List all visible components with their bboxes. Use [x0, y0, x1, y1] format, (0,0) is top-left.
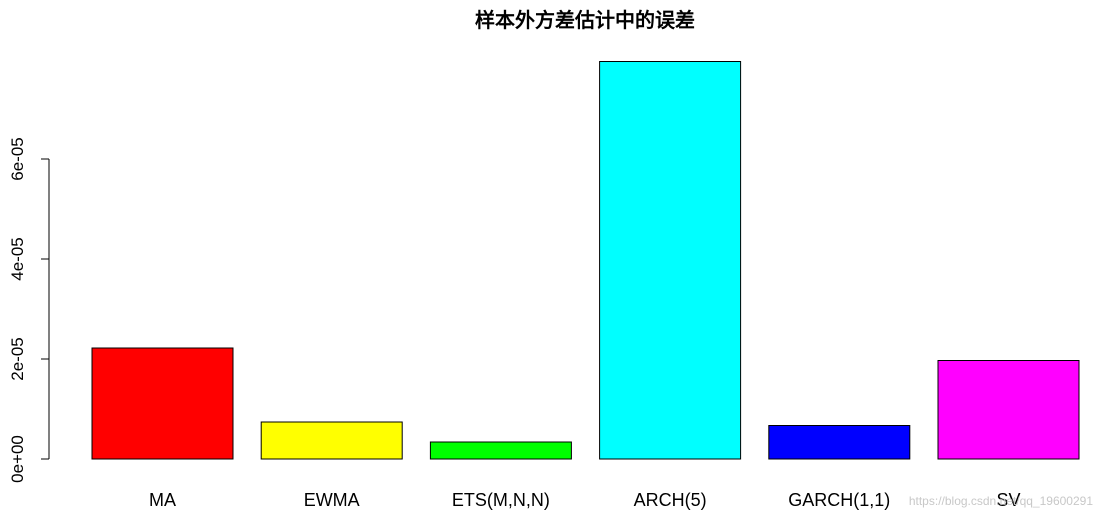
bar-ma — [91, 347, 234, 460]
y-axis: 0e+00 2e-05 4e-05 6e-05 — [8, 137, 50, 483]
bar-sv — [937, 360, 1080, 460]
category-label: ARCH(5) — [634, 490, 707, 510]
category-label: EWMA — [304, 490, 360, 510]
category-label: SV — [996, 490, 1020, 510]
y-tick-label: 4e-05 — [8, 237, 27, 280]
y-tick-label: 6e-05 — [8, 137, 27, 180]
bars — [91, 61, 1080, 460]
chart-title: 样本外方差估计中的误差 — [475, 8, 695, 32]
y-tick-label: 2e-05 — [8, 337, 27, 380]
category-label: ETS(M,N,N) — [452, 490, 550, 510]
bar-arch-5 — [599, 61, 742, 460]
bar-ewma — [260, 421, 403, 460]
bar-garch-1-1 — [768, 425, 911, 460]
category-label: GARCH(1,1) — [788, 490, 890, 510]
watermark: https://blog.csdn.net/qq_19600291 — [909, 494, 1093, 508]
y-tick-label: 0e+00 — [8, 435, 27, 483]
category-labels: MA EWMA ETS(M,N,N) ARCH(5) GARCH(1,1) SV — [149, 490, 1021, 510]
category-label: MA — [149, 490, 176, 510]
bar-ets-m-n-n — [429, 441, 572, 460]
